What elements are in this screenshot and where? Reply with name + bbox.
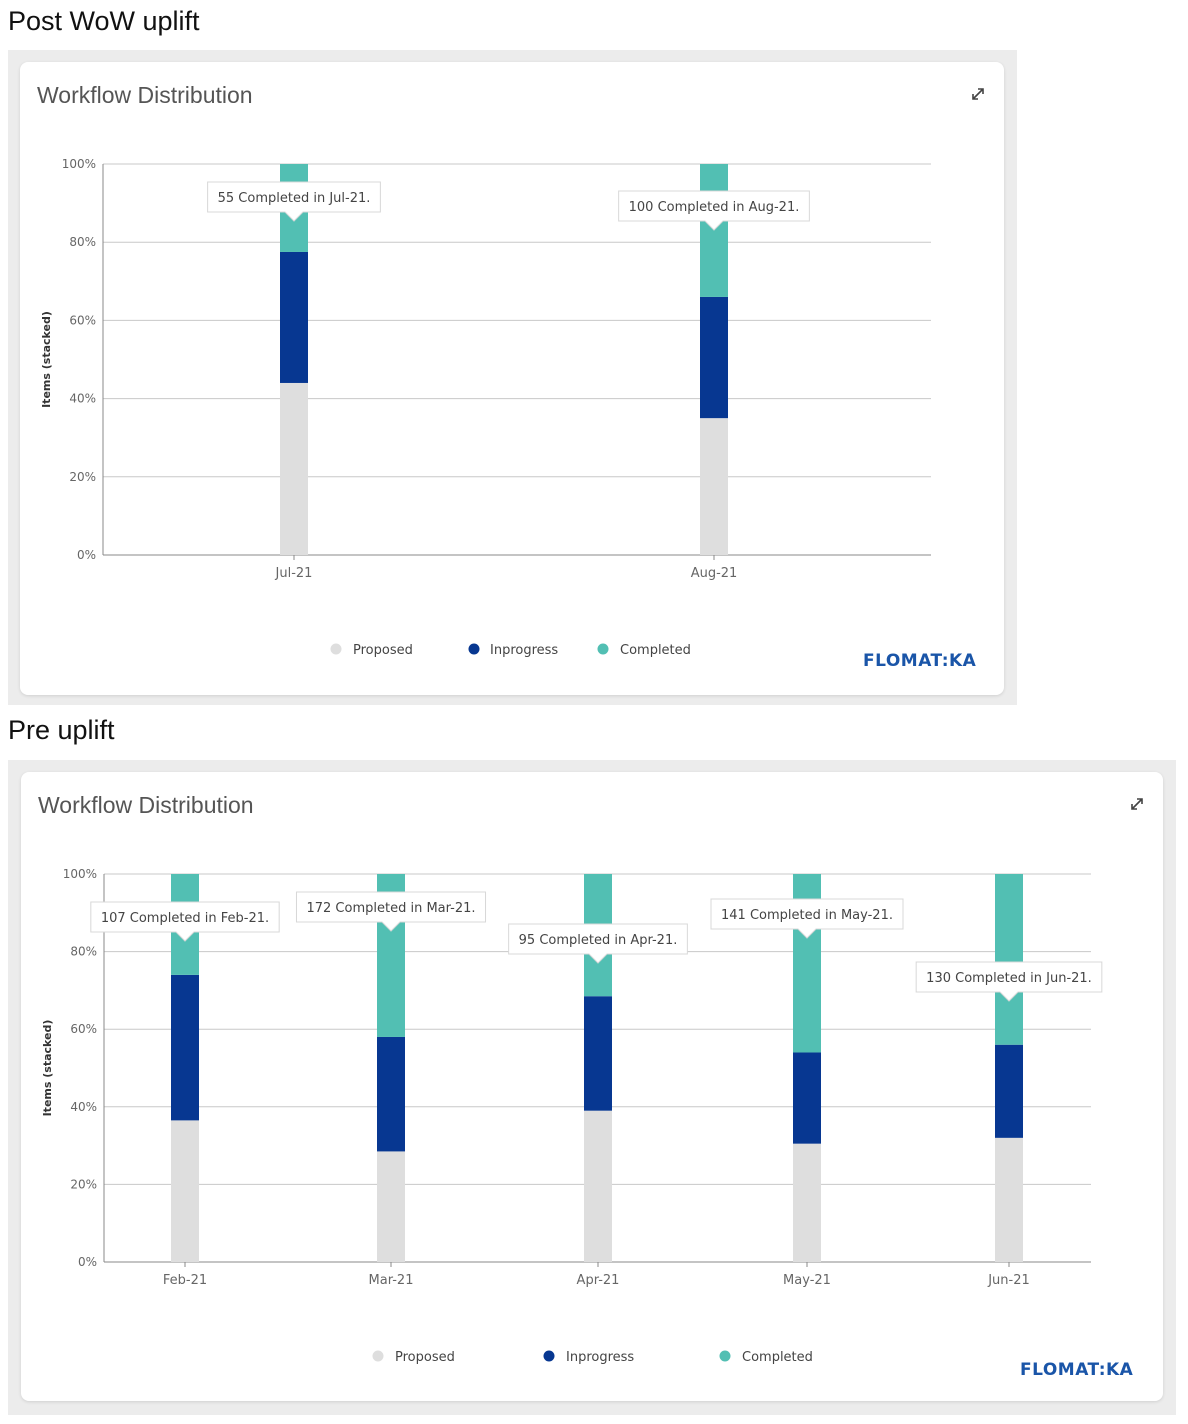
tooltip-text: 100 Completed in Aug-21. (629, 200, 800, 215)
legend-label-completed: Completed (742, 1350, 813, 1365)
y-tick-label: 0% (78, 1255, 97, 1269)
tooltip-text: 55 Completed in Jul-21. (218, 191, 371, 206)
legend-marker-completed (719, 1350, 731, 1362)
tooltip-text: 141 Completed in May-21. (721, 908, 893, 923)
tooltip-box (508, 923, 688, 964)
expand-icon[interactable] (1129, 796, 1145, 812)
tooltip-text: 130 Completed in Jun-21. (926, 971, 1092, 986)
chart-card-post: Workflow Distribution 0% 20% 40% 60% 80% 100%… (20, 62, 1004, 695)
y-tick-label: 60% (70, 1022, 97, 1036)
y-axis-label: Items (stacked) (41, 1020, 54, 1117)
tooltip-box (90, 901, 280, 942)
workflow-chart-pre: 0% 20% 40% 60% 80% 100% Items (stacked) Feb-21 1… (41, 867, 1103, 1365)
tooltip-text: 107 Completed in Feb-21. (101, 911, 269, 926)
bar-segment-inprogress (995, 1044, 1023, 1138)
section-heading-pre: Pre uplift (8, 715, 115, 745)
completed-tooltip: 107 Completed in Feb-21. (90, 901, 280, 942)
bar-segment-inprogress (700, 296, 728, 419)
legend-label-inprogress: Inprogress (566, 1350, 634, 1365)
legend-marker-completed (597, 643, 609, 655)
legend-marker-proposed (372, 1350, 384, 1362)
x-tick-label: Feb-21 (163, 1273, 207, 1288)
expand-icon[interactable] (970, 86, 986, 102)
bar-segment-inprogress (171, 974, 199, 1121)
tooltip-box (207, 181, 381, 222)
legend-label-inprogress: Inprogress (490, 643, 558, 658)
tooltip-box (618, 190, 810, 231)
y-tick-label: 100% (63, 867, 97, 881)
y-tick-label: 40% (70, 1100, 97, 1114)
completed-tooltip: 95 Completed in Apr-21. (508, 923, 688, 964)
bar-segment-inprogress (584, 996, 612, 1111)
card-title: Workflow Distribution (38, 792, 254, 818)
bar-segment-proposed (377, 1151, 405, 1262)
tooltip-box (710, 898, 904, 939)
y-tick-label: 20% (70, 1177, 97, 1191)
legend-marker-inprogress (468, 643, 480, 655)
tooltip-text: 95 Completed in Apr-21. (519, 933, 678, 948)
x-tick-label: Mar-21 (369, 1273, 414, 1288)
bar-segment-proposed (584, 1110, 612, 1262)
tooltip-text: 172 Completed in Mar-21. (306, 901, 475, 916)
x-tick-label: Jul-21 (275, 566, 313, 581)
legend-marker-inprogress (543, 1350, 555, 1362)
bar-segment-inprogress (793, 1052, 821, 1144)
bar-segment-inprogress (280, 251, 308, 383)
completed-tooltip: 141 Completed in May-21. (710, 898, 904, 939)
completed-tooltip: 130 Completed in Jun-21. (915, 961, 1103, 1002)
chart-card-pre: Workflow Distribution 0% 20% 40% 60% 80% 100%… (21, 772, 1163, 1401)
y-axis-label: Items (stacked) (40, 311, 53, 408)
section-heading-post: Post WoW uplift (8, 6, 200, 36)
tooltip-box (915, 961, 1103, 1002)
legend-label-proposed: Proposed (353, 643, 413, 658)
card-title: Workflow Distribution (37, 82, 253, 108)
y-tick-label: 60% (69, 313, 96, 327)
bar-segment-proposed (995, 1137, 1023, 1262)
bar-segment-completed (995, 874, 1023, 1045)
completed-tooltip: 55 Completed in Jul-21. (207, 181, 381, 222)
flomatika-logo: FLOMAT:KA (863, 651, 977, 671)
x-tick-label: Aug-21 (691, 566, 738, 581)
y-tick-label: 100% (62, 157, 96, 171)
y-tick-label: 80% (69, 235, 96, 249)
y-tick-label: 20% (69, 470, 96, 484)
tooltip-box (295, 891, 487, 932)
bar-segment-proposed (171, 1120, 199, 1262)
x-tick-label: May-21 (783, 1273, 831, 1288)
bar-segment-proposed (280, 382, 308, 555)
legend-label-completed: Completed (620, 643, 691, 658)
workflow-chart-post: 0% 20% 40% 60% 80% 100% Items (stacked) Jul-21 5… (40, 157, 931, 658)
x-tick-label: Jun-21 (987, 1273, 1030, 1288)
y-tick-label: 80% (70, 945, 97, 959)
x-tick-label: Apr-21 (577, 1273, 620, 1288)
completed-tooltip: 172 Completed in Mar-21. (295, 891, 487, 932)
flomatika-logo: FLOMAT:KA (1020, 1360, 1134, 1380)
y-tick-label: 0% (77, 548, 96, 562)
y-tick-label: 40% (69, 392, 96, 406)
bar-segment-proposed (793, 1143, 821, 1262)
bar-segment-inprogress (377, 1036, 405, 1152)
bar-segment-proposed (700, 418, 728, 555)
legend-label-proposed: Proposed (395, 1350, 455, 1365)
legend-marker-proposed (330, 643, 342, 655)
completed-tooltip: 100 Completed in Aug-21. (618, 190, 810, 231)
